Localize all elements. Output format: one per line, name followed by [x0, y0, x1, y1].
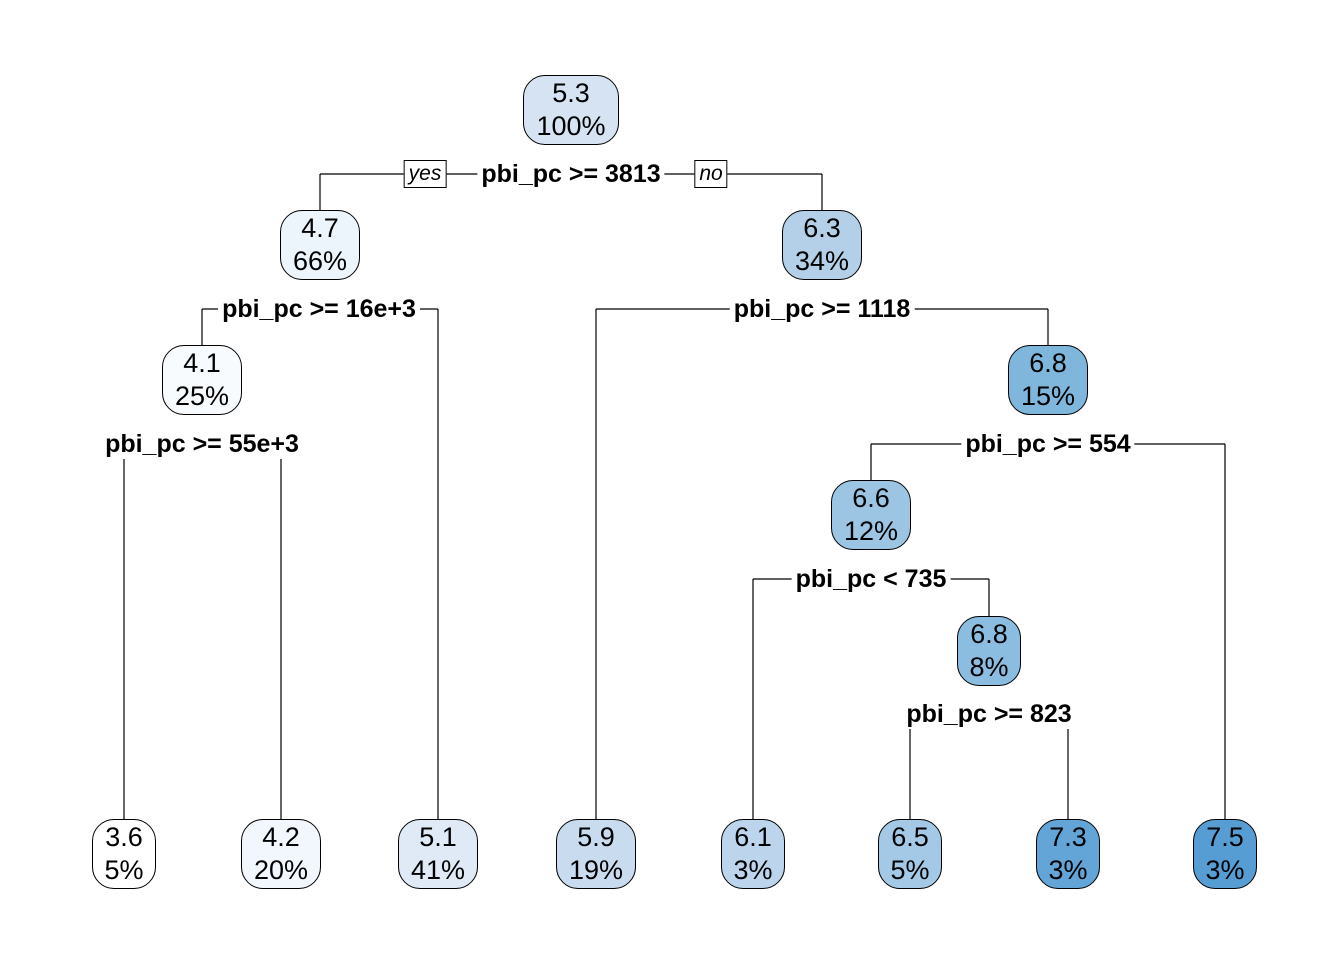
- tree-node-n29: 6.8 8%: [957, 616, 1021, 686]
- split-label-n14: pbi_pc < 735: [791, 564, 951, 594]
- split-label-n29: pbi_pc >= 823: [902, 699, 1076, 729]
- node-percent: 20%: [253, 855, 309, 885]
- node-value: 7.5: [1206, 822, 1244, 852]
- node-value: 6.6: [852, 483, 890, 513]
- tree-node-n7: 6.8 15%: [1008, 345, 1088, 415]
- node-value: 6.8: [1029, 348, 1067, 378]
- tree-node-l3: 5.1 41%: [398, 819, 478, 889]
- node-percent: 25%: [174, 381, 230, 411]
- node-percent: 3%: [733, 855, 773, 885]
- tree-node-l5: 6.1 3%: [721, 819, 785, 889]
- tree-node-l7: 7.3 3%: [1036, 819, 1100, 889]
- split-label-root: pbi_pc >= 3813: [477, 159, 665, 189]
- node-percent: 5%: [104, 855, 144, 885]
- node-value: 6.8: [970, 619, 1008, 649]
- no-branch-label: no: [694, 160, 728, 188]
- node-value: 6.3: [803, 213, 841, 243]
- node-value: 5.9: [577, 822, 615, 852]
- yes-branch-label: yes: [403, 160, 447, 188]
- tree-node-n2: 4.7 66%: [280, 210, 360, 280]
- node-value: 7.3: [1049, 822, 1087, 852]
- node-percent: 100%: [536, 111, 606, 141]
- tree-node-l1: 3.6 5%: [92, 819, 156, 889]
- node-percent: 34%: [794, 246, 850, 276]
- node-value: 6.1: [734, 822, 772, 852]
- split-label-n4: pbi_pc >= 55e+3: [101, 429, 303, 459]
- node-value: 4.1: [183, 348, 221, 378]
- split-label-n7: pbi_pc >= 554: [961, 429, 1135, 459]
- tree-node-n14: 6.6 12%: [831, 480, 911, 550]
- split-label-n3: pbi_pc >= 1118: [729, 294, 915, 324]
- node-value: 6.5: [891, 822, 929, 852]
- tree-node-l2: 4.2 20%: [241, 819, 321, 889]
- node-percent: 19%: [568, 855, 624, 885]
- node-value: 3.6: [105, 822, 143, 852]
- tree-node-l6: 6.5 5%: [878, 819, 942, 889]
- node-percent: 3%: [1205, 855, 1245, 885]
- node-percent: 15%: [1020, 381, 1076, 411]
- node-percent: 66%: [292, 246, 348, 276]
- tree-node-n4: 4.1 25%: [162, 345, 242, 415]
- node-percent: 5%: [890, 855, 930, 885]
- node-value: 4.7: [301, 213, 339, 243]
- tree-node-l8: 7.5 3%: [1193, 819, 1257, 889]
- node-value: 5.3: [552, 78, 590, 108]
- node-value: 5.1: [419, 822, 457, 852]
- tree-node-root: 5.3 100%: [523, 75, 619, 145]
- split-label-n2: pbi_pc >= 16e+3: [218, 294, 420, 324]
- node-percent: 41%: [410, 855, 466, 885]
- tree-node-l4: 5.9 19%: [556, 819, 636, 889]
- tree-node-n3: 6.3 34%: [782, 210, 862, 280]
- node-percent: 8%: [969, 652, 1009, 682]
- node-percent: 3%: [1048, 855, 1088, 885]
- node-value: 4.2: [262, 822, 300, 852]
- node-percent: 12%: [843, 516, 899, 546]
